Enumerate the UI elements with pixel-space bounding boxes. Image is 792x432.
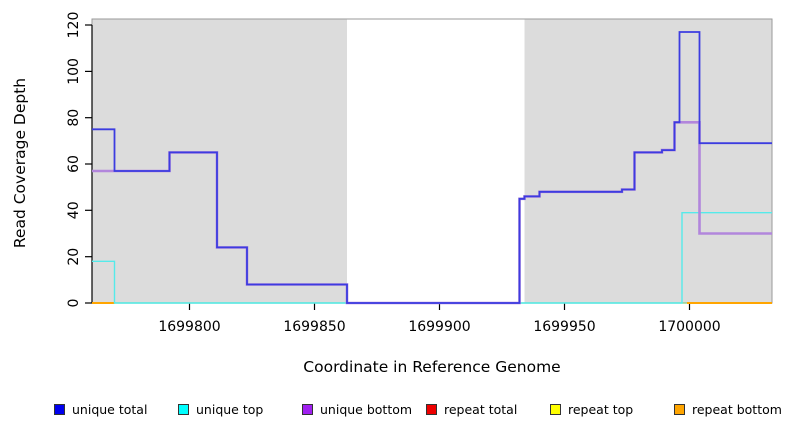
y-tick-label: 60 — [66, 155, 82, 173]
legend-label: unique total — [72, 401, 148, 417]
legend-label: repeat top — [568, 401, 634, 417]
series-unique-total — [92, 31, 772, 304]
x-tick-label: 1699800 — [158, 319, 220, 335]
y-tick-label: 100 — [66, 58, 82, 85]
y-tick-label: 0 — [66, 299, 82, 308]
legend-item-repeat-total: repeat total — [426, 402, 550, 417]
plot-background — [91, 18, 773, 304]
legend-item-unique-bottom: unique bottom — [302, 402, 426, 417]
y-tick-label: 120 — [66, 12, 82, 39]
legend-swatch-icon — [550, 403, 561, 415]
coverage-chart: 0 20 40 60 80 100 120 1699800 1699850 1699900 1699… — [11, 12, 773, 376]
legend-item-unique-total: unique total — [54, 402, 178, 417]
legend-label: repeat total — [444, 401, 518, 417]
legend-swatch-icon — [178, 403, 189, 415]
x-tick-label: 1699850 — [283, 319, 345, 335]
legend-label: repeat bottom — [692, 401, 782, 417]
x-tick-label: 1700000 — [658, 319, 720, 335]
legend-item-repeat-bottom: repeat bottom — [674, 402, 792, 417]
x-axis-title: Coordinate in Reference Genome — [303, 358, 560, 376]
legend-swatch-icon — [674, 403, 685, 415]
plot-bg-region — [92, 19, 347, 303]
legend-label: unique bottom — [320, 401, 413, 417]
plot-bg-region — [524, 19, 772, 303]
y-axis-title: Read Coverage Depth — [11, 78, 29, 248]
legend-item-repeat-top: repeat top — [550, 402, 674, 417]
axes: 0 20 40 60 80 100 120 1699800 1699850 1699900 1699… — [66, 12, 721, 335]
x-tick-label: 1699950 — [533, 319, 595, 335]
legend-label: unique top — [196, 401, 264, 417]
legend-swatch-icon — [302, 403, 313, 415]
chart-legend: unique total unique top unique bottom repea… — [54, 399, 792, 419]
x-tick-label: 1699900 — [408, 319, 470, 335]
legend-item-unique-top: unique top — [178, 402, 302, 417]
y-tick-label: 80 — [66, 109, 82, 127]
data-series — [92, 31, 772, 305]
legend-swatch-icon — [426, 403, 437, 415]
y-tick-label: 20 — [66, 248, 82, 266]
legend-swatch-icon — [54, 403, 65, 415]
y-tick-label: 40 — [66, 201, 82, 219]
